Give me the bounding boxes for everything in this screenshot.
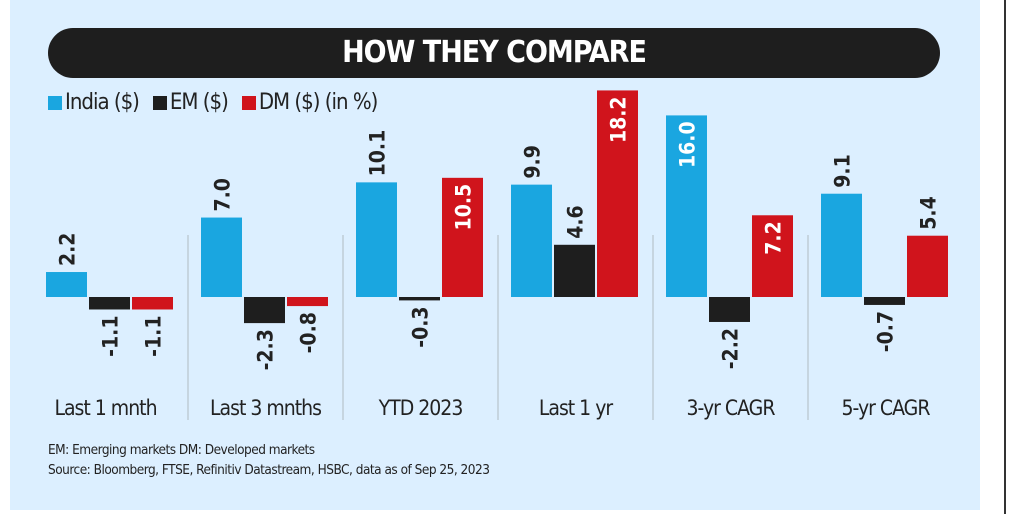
value-label: -0.7 bbox=[874, 311, 898, 352]
bar-em bbox=[89, 297, 130, 310]
value-label: -1.1 bbox=[99, 315, 123, 356]
value-label: 9.9 bbox=[521, 145, 545, 178]
bar-em bbox=[709, 297, 750, 322]
abbreviation-note: EM: Emerging markets DM: Developed marke… bbox=[48, 442, 315, 458]
bar-india bbox=[511, 184, 552, 297]
legend-item-india: India ($) bbox=[48, 90, 140, 115]
bar-dm bbox=[752, 215, 793, 297]
value-label: -1.1 bbox=[142, 315, 166, 356]
bar-dm bbox=[907, 235, 948, 297]
value-label: 4.6 bbox=[564, 205, 588, 238]
value-label: -2.2 bbox=[719, 328, 743, 369]
value-label: -2.3 bbox=[254, 329, 278, 370]
category-label: Last 1 yr bbox=[539, 396, 614, 420]
value-label: 16.0 bbox=[676, 121, 700, 168]
legend-unit-note: (in %) bbox=[324, 90, 379, 115]
category-label: 3-yr CAGR bbox=[687, 396, 776, 420]
value-label: 18.2 bbox=[607, 96, 631, 143]
legend-item-em: EM ($) bbox=[152, 90, 229, 115]
legend-swatch-india bbox=[48, 95, 62, 110]
bar-em bbox=[554, 244, 595, 297]
bar-india bbox=[821, 193, 862, 297]
legend-item-dm: DM ($) (in %) bbox=[241, 90, 379, 115]
bar-em bbox=[399, 297, 440, 301]
value-label: 7.0 bbox=[211, 178, 235, 211]
chart-panel bbox=[10, 0, 980, 510]
bar-dm bbox=[287, 297, 328, 307]
source-note: Source: Bloomberg, FTSE, Refinitiv Datas… bbox=[48, 462, 490, 478]
bar-dm bbox=[442, 177, 483, 297]
category-label: YTD 2023 bbox=[378, 396, 463, 420]
value-label: 10.1 bbox=[366, 130, 390, 177]
category-label: Last 1 mnth bbox=[54, 396, 156, 420]
bar-india bbox=[356, 182, 397, 297]
legend-label-dm: DM ($) bbox=[258, 90, 321, 115]
value-label: 7.2 bbox=[762, 221, 786, 254]
chart-title: HOW THEY COMPARE bbox=[48, 28, 940, 78]
bar-india bbox=[46, 272, 87, 297]
value-label: -0.3 bbox=[409, 306, 433, 347]
footnotes: EM: Emerging markets DM: Developed marke… bbox=[48, 440, 490, 480]
value-label: -0.8 bbox=[297, 312, 321, 353]
bar-em bbox=[864, 297, 905, 305]
bar-india bbox=[201, 217, 242, 297]
legend-label-india: India ($) bbox=[65, 90, 140, 115]
page-border bbox=[1004, 0, 1006, 514]
bar-india bbox=[666, 115, 707, 298]
value-label: 5.4 bbox=[917, 196, 941, 229]
bar-dm bbox=[597, 90, 638, 298]
legend-swatch-dm bbox=[241, 95, 256, 110]
value-label: 10.5 bbox=[452, 184, 476, 231]
category-label: 5-yr CAGR bbox=[842, 396, 931, 420]
bar-em bbox=[244, 297, 285, 324]
category-label: Last 3 mnths bbox=[210, 396, 321, 420]
bar-dm bbox=[132, 297, 173, 310]
legend: India ($) EM ($) DM ($) (in %) bbox=[48, 90, 391, 115]
value-label: 9.1 bbox=[831, 154, 855, 187]
value-label: 2.2 bbox=[56, 233, 80, 266]
legend-swatch-em bbox=[152, 95, 167, 110]
legend-label-em: EM ($) bbox=[169, 90, 229, 115]
